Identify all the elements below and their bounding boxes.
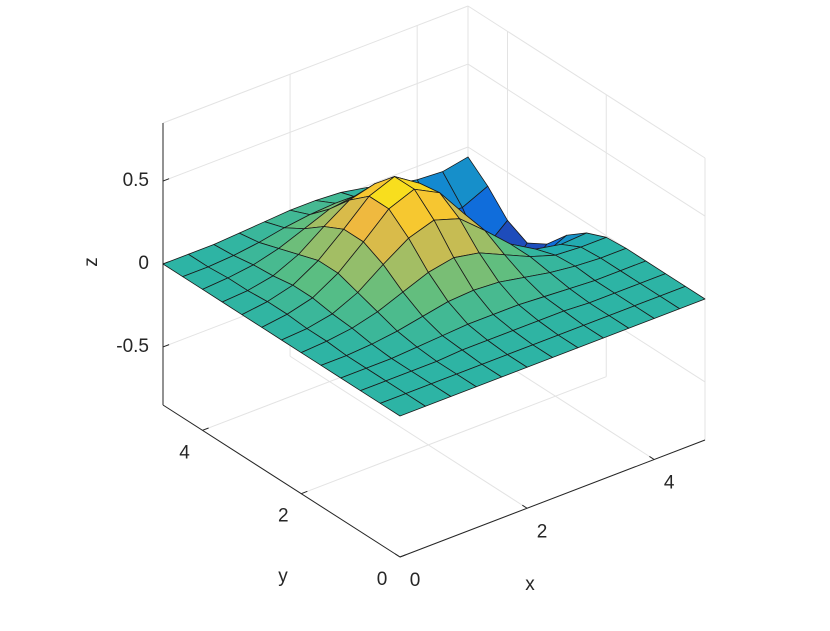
- x-tick: [394, 553, 401, 558]
- x-tick: [522, 504, 528, 509]
- x-tick: [649, 456, 655, 460]
- x-axis: [399, 439, 706, 558]
- y-tick-label: 2: [278, 506, 289, 527]
- x-tick-label: 2: [537, 521, 548, 542]
- x-tick-label: 0: [410, 570, 421, 591]
- y-tick-label: 0: [377, 569, 388, 590]
- y-tick: [399, 554, 407, 558]
- z-tick-label: -0.5: [116, 336, 149, 357]
- y-axis-label: y: [278, 566, 288, 587]
- y-tick: [301, 490, 308, 495]
- grid-line: [301, 376, 607, 495]
- z-tick: [162, 344, 170, 348]
- z-axis-label: z: [81, 257, 102, 267]
- box-edge: [467, 5, 706, 159]
- surface-layer: [162, 156, 706, 417]
- grid-line: [162, 63, 469, 182]
- y-tick: [202, 427, 209, 431]
- z-tick-label: 0: [138, 253, 149, 274]
- x-tick-label: 4: [664, 473, 675, 494]
- grid-line: [467, 63, 706, 217]
- z-tick: [162, 178, 170, 182]
- y-tick-label: 4: [179, 442, 190, 463]
- x-axis-label: x: [525, 574, 535, 595]
- y-axis: [162, 404, 401, 558]
- z-tick-label: 0.5: [123, 170, 149, 191]
- box-edge: [162, 5, 469, 124]
- surface-patch: [379, 393, 426, 417]
